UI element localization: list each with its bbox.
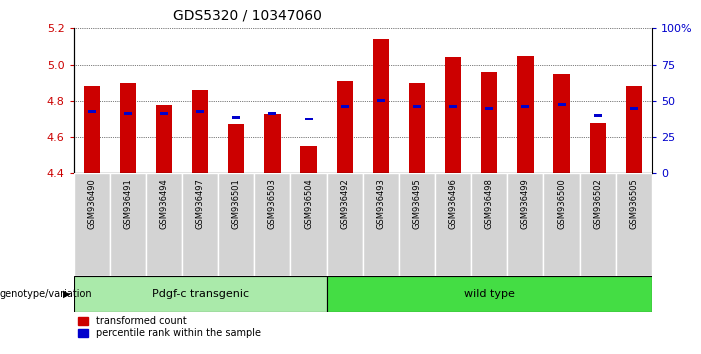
Text: GSM936491: GSM936491 [123,179,132,229]
Text: ▶: ▶ [62,289,70,299]
Text: GSM936492: GSM936492 [340,179,349,229]
Text: Pdgf-c transgenic: Pdgf-c transgenic [151,289,249,299]
Text: GSM936494: GSM936494 [159,179,168,229]
Text: GSM936500: GSM936500 [557,179,566,229]
Bar [192,90,208,173]
Bar [377,99,385,102]
Bar [341,105,348,108]
Bar [399,173,435,276]
Bar [254,173,290,276]
Bar [543,173,580,276]
Bar [232,116,240,119]
Bar [471,173,508,276]
Bar [196,110,204,113]
Bar [445,57,461,173]
Bar [481,72,498,173]
Bar [522,105,529,108]
Bar [409,83,425,173]
Bar [268,112,276,115]
Bar [88,110,95,113]
Bar [74,173,110,276]
Bar [626,86,642,173]
Bar [413,105,421,108]
Bar [301,146,317,173]
Bar [327,173,363,276]
Bar [517,56,533,173]
Bar [146,173,182,276]
Legend: transformed count, percentile rank within the sample: transformed count, percentile rank withi… [79,316,261,338]
Text: GSM936493: GSM936493 [376,179,386,229]
Text: GSM936501: GSM936501 [232,179,240,229]
Bar [74,276,327,312]
Bar [553,74,570,173]
Bar [327,276,652,312]
Text: GSM936490: GSM936490 [87,179,96,229]
Bar [615,173,652,276]
Bar [630,107,638,110]
Bar [110,173,146,276]
Bar [449,105,457,108]
Bar [120,83,136,173]
Bar [124,112,132,115]
Bar [363,173,399,276]
Text: GSM936504: GSM936504 [304,179,313,229]
Bar [508,173,543,276]
Text: genotype/variation: genotype/variation [0,289,93,299]
Bar [264,114,280,173]
Text: GSM936505: GSM936505 [629,179,639,229]
Text: GSM936502: GSM936502 [593,179,602,229]
Bar [83,86,100,173]
Text: GSM936496: GSM936496 [449,179,458,229]
Bar [557,103,566,106]
Text: GDS5320 / 10347060: GDS5320 / 10347060 [172,8,322,23]
Bar [228,125,245,173]
Bar [590,123,606,173]
Bar [485,107,494,110]
Text: GSM936499: GSM936499 [521,179,530,229]
Bar [304,118,313,120]
Text: GSM936503: GSM936503 [268,179,277,229]
Text: GSM936497: GSM936497 [196,179,205,229]
Bar [218,173,254,276]
Bar [182,173,218,276]
Bar [156,104,172,173]
Bar [160,112,168,115]
Bar [290,173,327,276]
Bar [373,39,389,173]
Bar [594,114,601,117]
Text: GSM936498: GSM936498 [485,179,494,229]
Text: GSM936495: GSM936495 [412,179,421,229]
Bar [336,81,353,173]
Text: wild type: wild type [464,289,515,299]
Bar [435,173,471,276]
Bar [580,173,615,276]
